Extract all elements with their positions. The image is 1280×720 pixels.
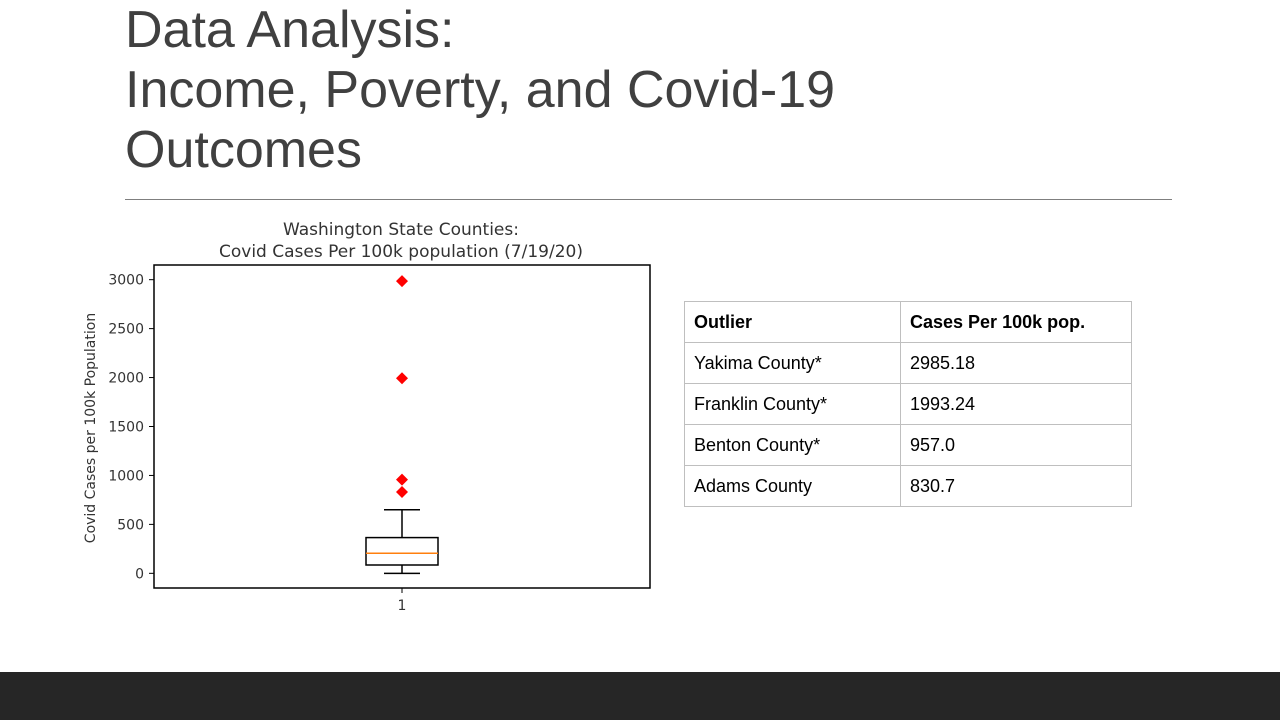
county-cell: Adams County — [684, 465, 901, 507]
footer-bar — [0, 672, 1280, 720]
county-cell: Yakima County* — [684, 342, 901, 384]
title-line-2: Income, Poverty, and Covid-19 — [125, 61, 836, 119]
table-row: Benton County* 957.0 — [684, 424, 1132, 466]
outlier-table: Outlier Cases Per 100k pop. Yakima Count… — [684, 301, 1132, 507]
cases-cell: 2985.18 — [900, 342, 1132, 384]
county-cell: Benton County* — [684, 424, 901, 466]
slide-title: Data Analysis: Income, Poverty, and Covi… — [125, 0, 835, 180]
x-tick-label: 1 — [398, 598, 407, 614]
outlier-point — [396, 486, 408, 499]
table-row: Franklin County* 1993.24 — [684, 383, 1132, 425]
title-line-1: Data Analysis: — [125, 1, 455, 59]
y-tick-label: 2000 — [108, 371, 144, 387]
box-plot-chart: Washington State Counties: Covid Cases P… — [83, 220, 651, 614]
y-tick-label: 0 — [135, 566, 144, 582]
header-outlier: Outlier — [684, 301, 901, 343]
y-tick-label: 1500 — [108, 420, 144, 436]
y-tick-label: 500 — [117, 517, 144, 533]
outlier-point — [396, 473, 408, 486]
y-tick-label: 3000 — [108, 273, 144, 289]
outlier-point — [396, 372, 408, 385]
y-tick-label: 2500 — [108, 322, 144, 338]
outlier-point — [396, 275, 408, 288]
table-header-row: Outlier Cases Per 100k pop. — [684, 301, 1132, 343]
y-tick-label: 1000 — [108, 468, 144, 484]
plot-frame — [153, 264, 651, 589]
county-cell: Franklin County* — [684, 383, 901, 425]
iqr-box — [365, 536, 439, 566]
cases-cell: 957.0 — [900, 424, 1132, 466]
chart-title-line-2: Covid Cases Per 100k population (7/19/20… — [219, 242, 583, 262]
title-divider — [125, 199, 1172, 200]
cases-cell: 1993.24 — [900, 383, 1132, 425]
title-line-3: Outcomes — [125, 121, 362, 179]
chart-title-line-1: Washington State Counties: — [283, 220, 519, 240]
cases-cell: 830.7 — [900, 465, 1132, 507]
table-row: Yakima County* 2985.18 — [684, 342, 1132, 384]
table-row: Adams County 830.7 — [684, 465, 1132, 507]
header-cases: Cases Per 100k pop. — [900, 301, 1132, 343]
y-axis-label: Covid Cases per 100k Population — [83, 313, 99, 543]
